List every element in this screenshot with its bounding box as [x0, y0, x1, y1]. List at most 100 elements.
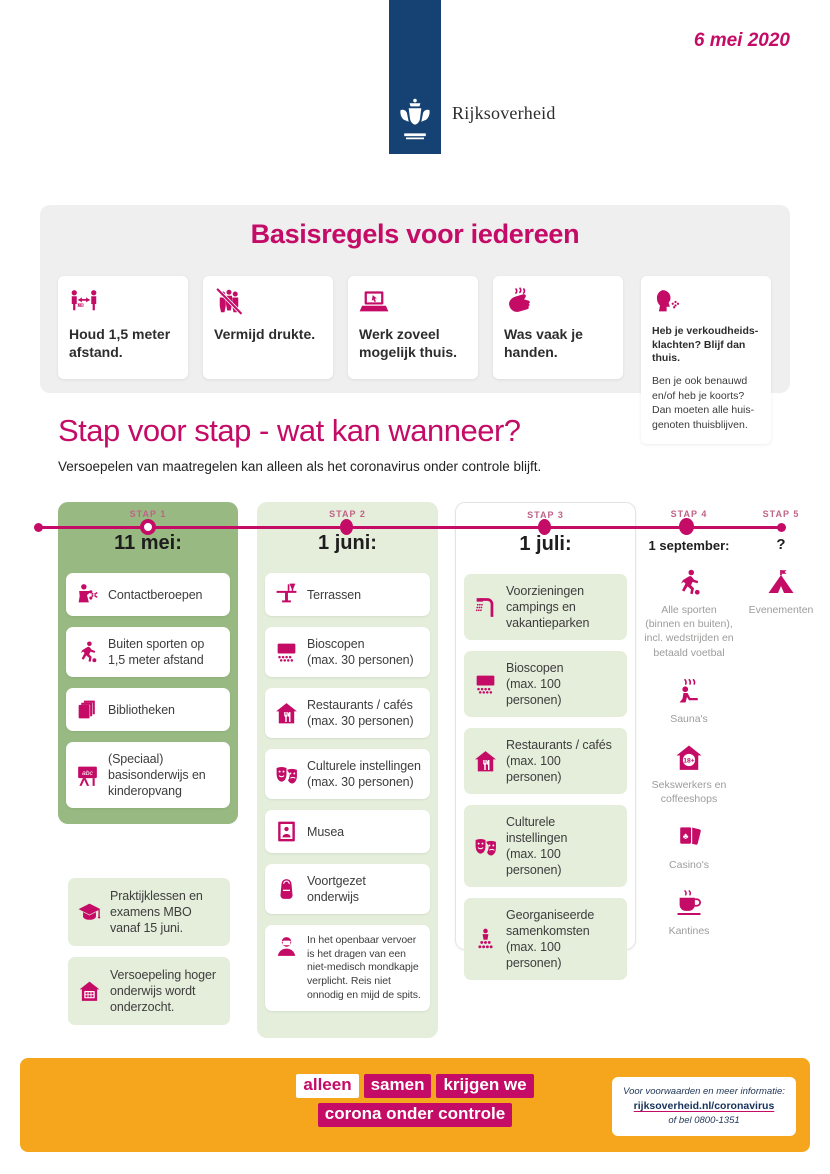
coughing-person-icon: [652, 287, 682, 317]
step-2-tag: STAP 2: [329, 509, 366, 519]
svg-text:18+: 18+: [683, 757, 695, 764]
info-box: Voor voorwaarden en meer informatie: rij…: [612, 1077, 796, 1136]
measure-card: Bioscopen (max. 30 personen): [265, 627, 430, 677]
measure-label: Bioscopen (max. 30 personen): [307, 637, 414, 667]
measure-entry: Sauna's: [670, 677, 708, 726]
info-phone: of bel 0800-1351: [668, 1115, 740, 1127]
measure-label: Kantines: [668, 925, 710, 938]
measure-label: Buiten sporten op 1,5 meter afstand: [108, 637, 205, 667]
graduation-cap-icon: [77, 900, 102, 925]
measure-card: Terrassen: [265, 573, 430, 616]
measure-label: Voortgezet onderwijs: [307, 874, 366, 904]
measure-card: Voortgezet onderwijs: [265, 864, 430, 914]
basis-rule-card: Werk zoveel mogelijk thuis.: [348, 276, 478, 379]
slogan-words-krijgen-we: krijgen we: [436, 1074, 534, 1098]
measure-card: Contactberoepen: [66, 573, 230, 616]
measure-card: Culturele instellingen (max. 30 personen…: [265, 749, 430, 799]
basis-rule-card: 1,5 M. Houd 1,5 meter afstand.: [58, 276, 188, 379]
measure-label: Culturele instellingen (max. 100 persone…: [506, 815, 568, 877]
coronavirus-link[interactable]: rijksoverheid.nl/coronavirus: [633, 1100, 775, 1113]
step-column-3: STAP 3 1 juli: Voorzieningen campings en…: [455, 502, 636, 980]
measure-label: Bioscopen (max. 100 personen): [506, 661, 564, 707]
wash-hands-icon: [504, 287, 534, 317]
measure-card: Musea: [265, 810, 430, 853]
rijksoverheid-banner: [389, 0, 441, 154]
step-4-items: Alle sporten (binnen en buiten), incl. w…: [635, 568, 743, 939]
step-4-tag: STAP 4: [670, 509, 708, 519]
step-2-items: Terrassen Bioscopen (max. 30 personen) Res…: [265, 573, 430, 1012]
info-text: Voor voorwaarden en meer informatie:: [623, 1086, 785, 1097]
face-mask-icon: [274, 934, 299, 959]
sauna-icon: [674, 677, 704, 707]
restaurant-icon: [473, 749, 498, 774]
rijksoverheid-emblem-icon: [397, 96, 433, 142]
slogan-line-2: corona onder controle: [270, 1103, 560, 1127]
basisregels-cards: 1,5 M. Houd 1,5 meter afstand. Vermijd dru…: [58, 276, 623, 379]
theater-masks-icon: [274, 762, 299, 787]
house-18plus-icon: 18+: [674, 743, 704, 773]
sport-icon: [674, 568, 704, 598]
step-1-date: 11 mei:: [114, 532, 182, 554]
tent-icon: [766, 568, 796, 598]
step-5-date: ?: [776, 536, 786, 553]
step-4-date: 1 september:: [648, 538, 730, 553]
step-column-1: STAP 1 11 mei: Contactberoepen Buiten spo…: [58, 502, 238, 824]
backpack-icon: [274, 877, 299, 902]
measure-label: In het openbaar vervoer is het dragen va…: [307, 934, 421, 1001]
measure-card: Buiten sporten op 1,5 meter afstand: [66, 627, 230, 677]
step-1-items: Contactberoepen Buiten sporten op 1,5 met…: [66, 573, 230, 808]
measure-card: Restaurants / cafés (max. 100 personen): [464, 728, 627, 794]
measure-label: Restaurants / cafés (max. 100 personen): [506, 738, 612, 784]
measure-label: Terrassen: [307, 587, 361, 602]
measure-label: Restaurants / cafés (max. 30 personen): [307, 698, 414, 728]
cinema-icon: [473, 672, 498, 697]
logo-wordmark: Rijksoverheid: [452, 103, 556, 123]
basis-rule-label: Houd 1,5 meter afstand.: [69, 326, 171, 360]
basis-rule-label: Was vaak je handen.: [504, 326, 583, 360]
restaurant-icon: [274, 701, 299, 726]
timeline-start-dot: [34, 523, 43, 532]
symptoms-text: Ben je ook benauwd en/of heb je koorts? …: [652, 374, 755, 431]
measure-label: Contactberoepen: [108, 587, 203, 602]
shower-icon: [473, 595, 498, 620]
step-column-5: STAP 5 ? Evenementen: [741, 502, 821, 617]
measure-label: Bibliotheken: [108, 702, 175, 717]
basis-rule-label: Werk zoveel mogelijk thuis.: [359, 326, 458, 360]
measure-label: Praktijklessen en examens MBO vanaf 15 j…: [110, 889, 203, 935]
timeline-title: Stap voor stap - wat kan wanneer?: [58, 413, 521, 448]
measure-card: Praktijklessen en examens MBO vanaf 15 j…: [68, 878, 230, 946]
measure-label: Voorzieningen campings en vakantieparken: [506, 584, 590, 630]
timeline-subtitle: Versoepelen van maatregelen kan alleen a…: [58, 459, 542, 474]
crowd-icon: [214, 287, 244, 317]
theater-masks-icon: [473, 834, 498, 859]
step-5-tag: STAP 5: [762, 509, 800, 519]
measure-label: Culturele instellingen (max. 30 personen…: [307, 759, 421, 789]
step-3-tag: STAP 3: [527, 510, 564, 520]
step-column-2: STAP 2 1 juni: Terrassen Bioscopen (max. …: [257, 502, 438, 1038]
extra-measures: Praktijklessen en examens MBO vanaf 15 j…: [68, 878, 230, 1025]
step-2-date: 1 juni:: [318, 532, 377, 554]
measure-card: Versoepeling hoger onderwijs wordt onder…: [68, 957, 230, 1025]
group-icon: [473, 927, 498, 952]
timeline-dot-stap-4: [679, 518, 694, 535]
campaign-slogan: alleen samen krijgen we corona onder con…: [270, 1074, 560, 1127]
timeline-dot-stap-5: [777, 523, 786, 532]
symptoms-title: Heb je verkoudheids-klachten? Blijf dan …: [652, 325, 759, 365]
school-building-icon: [77, 979, 102, 1004]
terrace-icon: [274, 582, 299, 607]
svg-text:abc: abc: [82, 769, 94, 776]
measure-entry: Alle sporten (binnen en buiten), incl. w…: [644, 568, 734, 660]
measure-label: Sauna's: [670, 712, 708, 725]
measure-entry: Evenementen: [749, 568, 813, 617]
books-icon: [75, 697, 100, 722]
school-board-icon: abc: [75, 763, 100, 788]
slogan-corona-onder-controle: corona onder controle: [317, 1103, 513, 1127]
measure-card: In het openbaar vervoer is het dragen va…: [265, 925, 430, 1012]
basis-rule-label: Vermijd drukte.: [214, 326, 316, 342]
cinema-icon: [274, 640, 299, 665]
measure-card: Voorzieningen campings en vakantieparken: [464, 574, 627, 640]
measure-card: Culturele instellingen (max. 100 persone…: [464, 805, 627, 887]
step-5-items: Evenementen: [741, 568, 821, 617]
laptop-icon: [359, 287, 389, 317]
